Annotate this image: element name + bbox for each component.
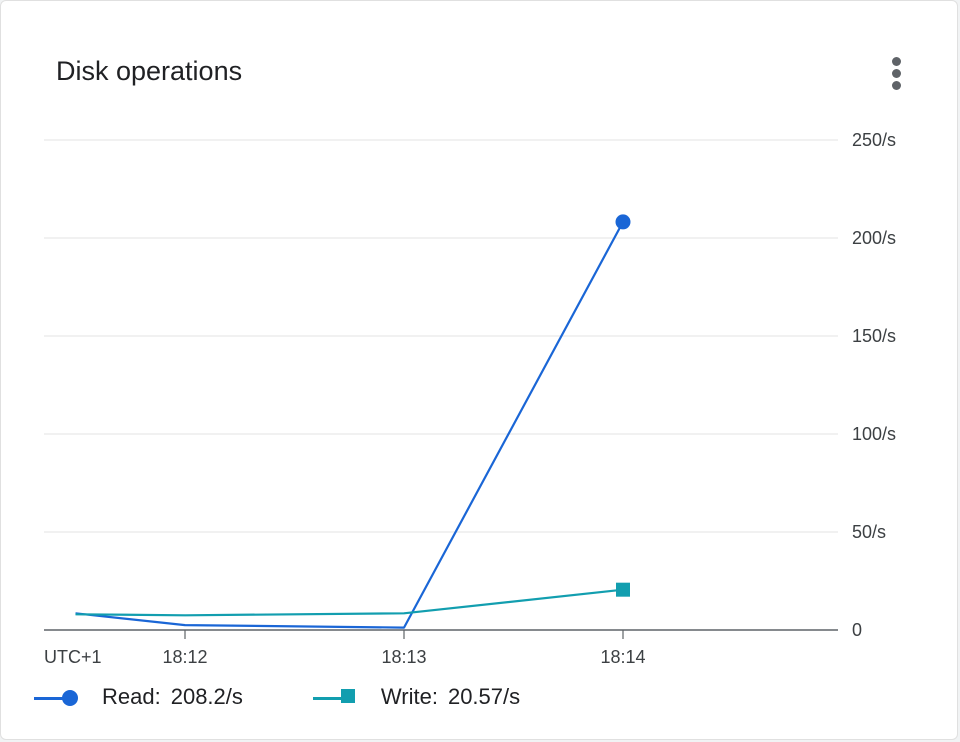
series-lines <box>75 221 624 629</box>
timezone-label: UTC+1 <box>44 647 102 667</box>
grid-lines <box>44 139 838 639</box>
chart-legend: Read: 208.2/s Write: 20.57/s <box>34 680 590 714</box>
y-axis-labels: 0 50/s 100/s 150/s 200/s 250/s <box>852 130 896 640</box>
x-tick-label: 18:13 <box>381 647 426 667</box>
more-options-button[interactable] <box>879 53 915 93</box>
legend-write-value: 20.57/s <box>447 684 521 709</box>
more-vert-icon <box>892 57 901 66</box>
data-point-write[interactable] <box>616 582 630 597</box>
y-tick-label: 150/s <box>852 326 896 346</box>
legend-item-read[interactable]: Read: 208.2/s <box>34 684 243 710</box>
legend-read-value: 208.2/s <box>170 684 243 709</box>
legend-item-write[interactable]: Write: 20.57/s <box>312 684 521 710</box>
card-title: Disk operations <box>56 56 243 86</box>
legend-read-name: Read: <box>102 684 161 709</box>
series-markers <box>615 214 631 597</box>
y-tick-label: 200/s <box>852 228 896 248</box>
data-point-read[interactable] <box>615 214 631 230</box>
x-tick-label: 18:12 <box>162 647 207 667</box>
y-tick-label: 0 <box>852 620 862 640</box>
y-tick-label: 50/s <box>852 522 886 542</box>
series-line-read[interactable] <box>75 221 624 629</box>
y-tick-label: 250/s <box>852 130 896 150</box>
series-line-write[interactable] <box>75 588 624 617</box>
x-axis-labels: UTC+1 18:12 18:13 18:14 <box>44 647 646 667</box>
y-tick-label: 100/s <box>852 424 896 444</box>
legend-read-symbol <box>34 687 80 707</box>
legend-write-symbol <box>312 687 359 707</box>
legend-write-name: Write: <box>380 684 438 709</box>
more-vert-icon-dot-2 <box>892 69 901 78</box>
x-tick-label: 18:14 <box>600 647 645 667</box>
more-vert-icon-dot-3 <box>892 81 901 90</box>
